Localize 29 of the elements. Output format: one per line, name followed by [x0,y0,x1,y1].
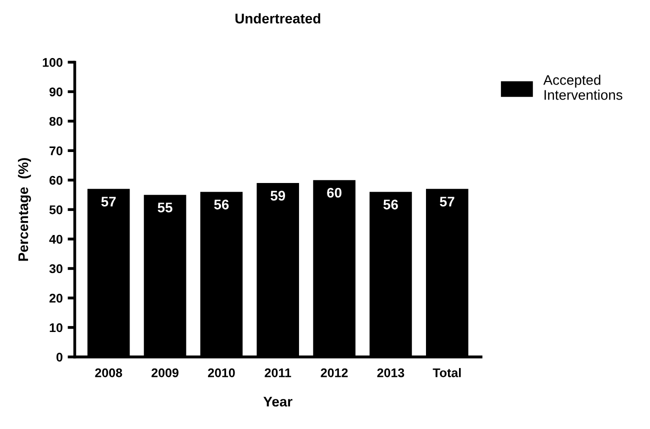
x-tick-label: 2010 [208,368,235,378]
x-tick-label: 2012 [320,368,348,378]
y-tick-label: 60 [50,176,62,185]
data-label: 55 [158,202,172,212]
data-label: 59 [270,190,286,201]
x-tick-label: 2008 [95,368,122,378]
x-tick-label: 2011 [264,368,292,378]
y-tick-label: 90 [49,87,62,96]
y-tick-label: 100 [42,58,62,67]
x-tick-label: 2013 [377,368,404,378]
y-tick-label: 30 [49,264,62,274]
y-tick-label: 20 [49,294,62,303]
x-tick-label: Total [432,368,461,378]
data-label: 60 [327,188,342,198]
y-tick-label: 0 [56,352,62,362]
x-axis-title: Year [263,396,292,407]
y-tick-label: 70 [50,146,62,156]
data-label: 57 [101,196,116,207]
x-tick-label: 2009 [152,368,178,378]
y-tick-label: 50 [49,205,62,214]
chart-title: Undertreated [235,13,320,24]
data-label: 56 [383,200,398,210]
legend-label: Accepted Interventions [543,74,622,100]
y-tick-label: 40 [49,234,62,244]
y-tick-label: 80 [49,116,62,126]
data-label: 57 [440,196,454,207]
y-axis-title: Percentage (%) [18,158,31,261]
data-label: 56 [214,200,229,210]
y-tick-label: 10 [50,323,62,332]
